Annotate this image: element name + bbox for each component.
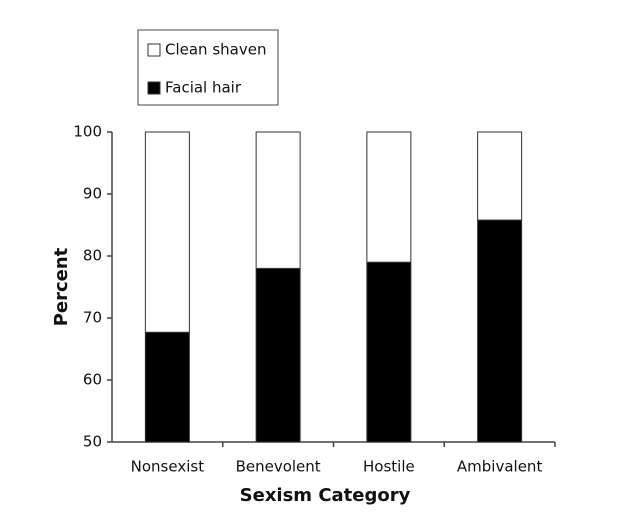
y-tick-label: 60 (83, 371, 102, 389)
bar-segment (255, 131, 301, 269)
bar-segment (477, 131, 523, 221)
legend-swatch (147, 81, 161, 95)
y-tick-label: 80 (83, 247, 102, 265)
y-axis-title: Percent (51, 247, 72, 326)
bar-segment (144, 331, 190, 443)
y-tick-label: 90 (83, 185, 102, 203)
legend-label: Facial hair (165, 79, 242, 97)
x-axis-title: Sexism Category (240, 485, 411, 506)
bar-segment (366, 261, 412, 443)
legend-label: Clean shaven (165, 41, 266, 59)
y-tick-label: 100 (73, 123, 102, 141)
y-tick-label: 50 (83, 433, 102, 451)
y-tick-label: 70 (83, 309, 102, 327)
legend-swatch (147, 43, 161, 57)
bar-segment (366, 131, 412, 263)
x-tick-label: Benevolent (236, 458, 321, 476)
bar-segment (144, 131, 190, 333)
bar-segment (477, 219, 523, 443)
bar-segment (255, 267, 301, 443)
legend-box (137, 29, 279, 106)
x-tick-label: Ambivalent (457, 458, 543, 476)
x-tick-label: Hostile (363, 458, 415, 476)
x-tick-label: Nonsexist (131, 458, 205, 476)
